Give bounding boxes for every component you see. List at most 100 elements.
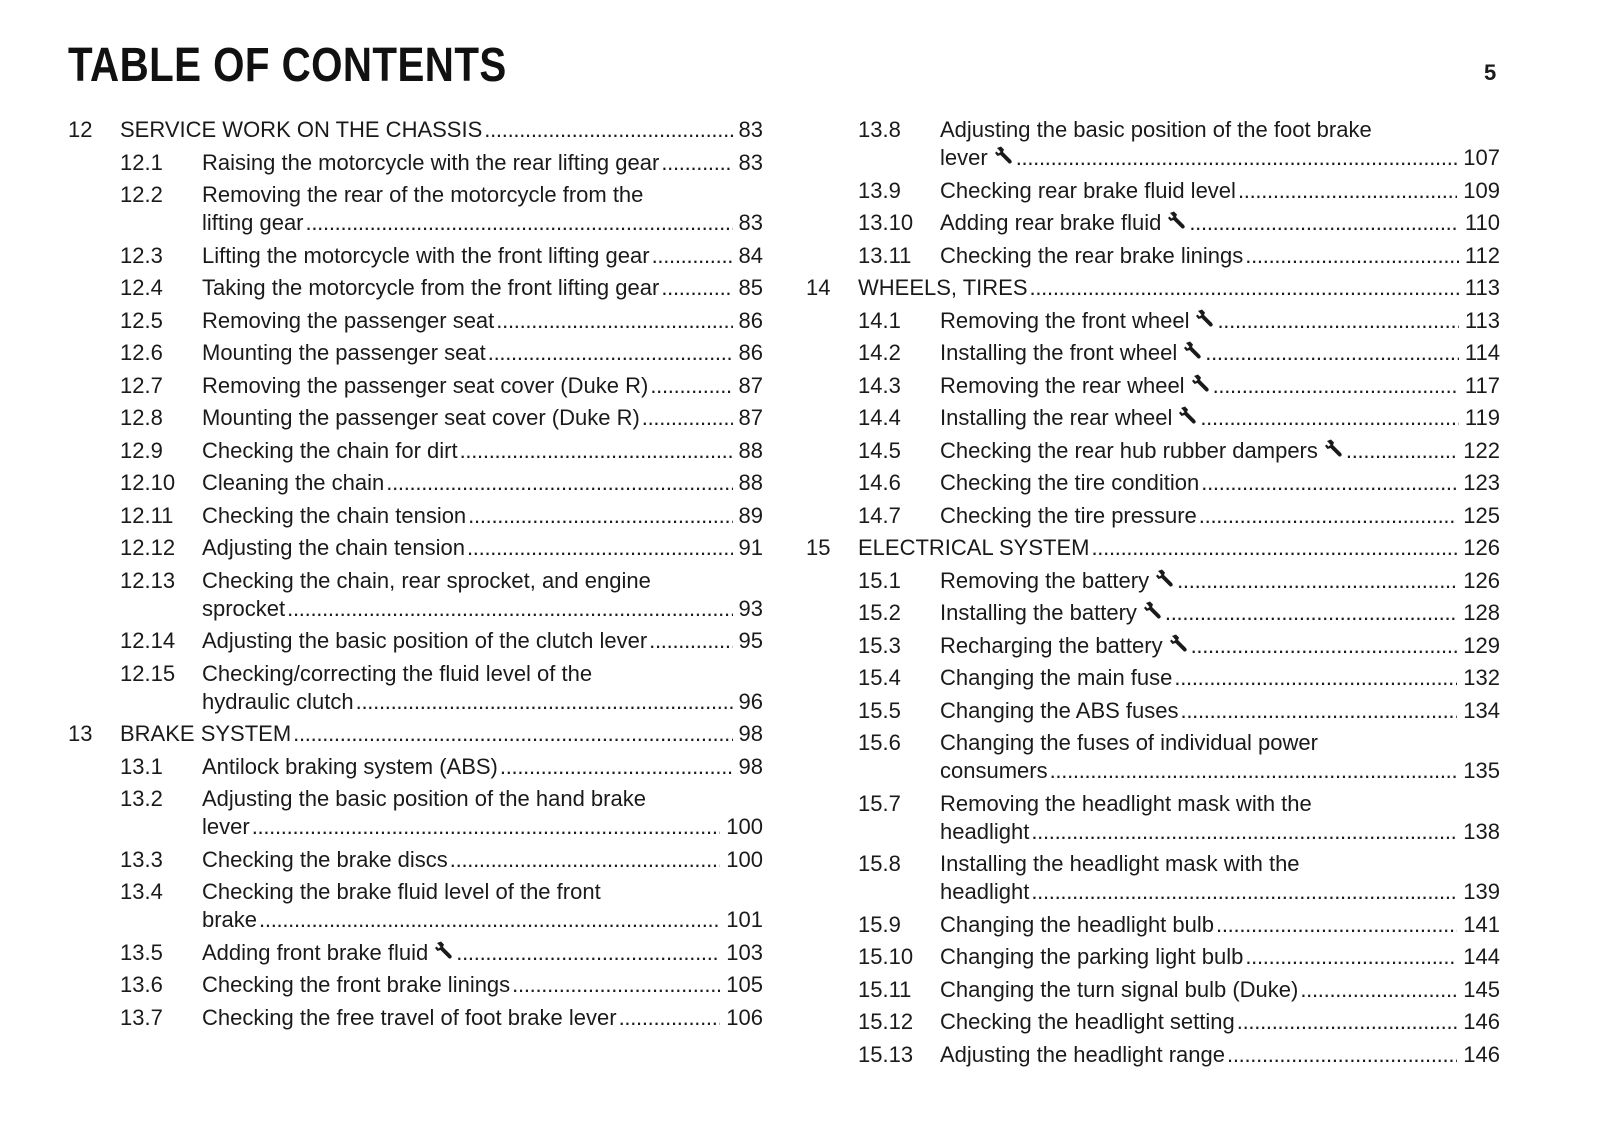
entry-title[interactable]: Recharging the battery <box>940 632 1163 658</box>
toc-entry[interactable]: 15.12 Checking the headlight setting 146 <box>806 1008 1500 1041</box>
entry-page[interactable]: 86 <box>738 340 763 365</box>
entry-title[interactable]: Checking the rear brake linings <box>940 242 1244 268</box>
entry-title[interactable]: Adjusting the basic position of the clut… <box>202 628 648 653</box>
entry-page[interactable]: 86 <box>738 307 763 333</box>
entry-page[interactable]: 103 <box>726 939 763 965</box>
entry-page[interactable]: 129 <box>1463 632 1500 658</box>
toc-entry[interactable]: 12.2 Removing the rear of the motorcycle … <box>68 181 763 242</box>
toc-chapter[interactable]: 12 SERVICE WORK ON THE CHASSIS 83 <box>68 116 763 149</box>
entry-title[interactable]: Removing the rear of the motorcycle from… <box>202 182 644 207</box>
entry-title[interactable]: Installing the headlight mask with the <box>940 851 1300 876</box>
entry-title[interactable]: Checking the tire condition <box>940 470 1200 495</box>
entry-title[interactable]: Checking the free travel of foot brake l… <box>202 1004 617 1030</box>
entry-page[interactable]: 88 <box>738 437 763 463</box>
entry-page[interactable]: 83 <box>738 117 763 142</box>
entry-title[interactable]: Removing the front wheel <box>940 307 1190 333</box>
entry-title[interactable]: hydraulic clutch <box>202 688 354 714</box>
entry-title[interactable]: Removing the rear wheel <box>940 372 1185 398</box>
toc-entry[interactable]: 13.3 Checking the brake discs 100 <box>68 846 763 879</box>
entry-page[interactable]: 85 <box>738 275 763 300</box>
entry-title[interactable]: BRAKE SYSTEM <box>120 721 292 746</box>
entry-page[interactable]: 146 <box>1463 1041 1500 1067</box>
entry-title[interactable]: Changing the ABS fuses <box>940 697 1179 723</box>
entry-title[interactable]: Raising the motorcycle with the rear lif… <box>202 149 660 175</box>
toc-entry[interactable]: 12.10 Cleaning the chain 88 <box>68 469 763 502</box>
entry-title[interactable]: Checking rear brake fluid level <box>940 177 1236 203</box>
toc-entry[interactable]: 12.9 Checking the chain for dirt 88 <box>68 437 763 470</box>
toc-entry[interactable]: 13.2 Adjusting the basic position of the … <box>68 785 763 846</box>
entry-page[interactable]: 98 <box>738 721 763 746</box>
entry-page[interactable]: 105 <box>726 972 763 997</box>
entry-title[interactable]: Checking the front brake linings <box>202 972 511 997</box>
entry-title[interactable]: lever <box>202 814 250 839</box>
toc-entry[interactable]: 15.13 Adjusting the headlight range 146 <box>806 1041 1500 1074</box>
entry-title[interactable]: ELECTRICAL SYSTEM <box>858 535 1090 560</box>
entry-page[interactable]: 110 <box>1464 210 1500 235</box>
entry-title[interactable]: brake <box>202 907 258 932</box>
toc-entry[interactable]: 13.1 Antilock braking system (ABS) 98 <box>68 753 763 786</box>
entry-page[interactable]: 88 <box>738 470 763 495</box>
entry-title[interactable]: Mounting the passenger seat <box>202 340 486 365</box>
toc-entry[interactable]: 13.5 Adding front brake fluid 103 <box>68 939 763 972</box>
entry-page[interactable]: 101 <box>726 907 763 932</box>
entry-page[interactable]: 113 <box>1464 275 1500 300</box>
toc-entry[interactable]: 13.10 Adding rear brake fluid 110 <box>806 209 1500 242</box>
entry-page[interactable]: 95 <box>738 628 763 653</box>
entry-title[interactable]: lever <box>940 145 988 170</box>
toc-entry[interactable]: 12.15 Checking/correcting the fluid level… <box>68 660 763 721</box>
entry-title[interactable]: Mounting the passenger seat cover (Duke … <box>202 405 640 430</box>
entry-title[interactable]: SERVICE WORK ON THE CHASSIS <box>120 117 483 142</box>
entry-page[interactable]: 128 <box>1463 600 1500 625</box>
toc-entry[interactable]: 12.6 Mounting the passenger seat 86 <box>68 339 763 372</box>
entry-title[interactable]: Removing the battery <box>940 567 1150 593</box>
toc-entry[interactable]: 15.4 Changing the main fuse 132 <box>806 664 1500 697</box>
entry-page[interactable]: 83 <box>738 149 763 175</box>
entry-page[interactable]: 135 <box>1463 758 1500 783</box>
entry-title[interactable]: Cleaning the chain <box>202 470 385 495</box>
toc-entry[interactable]: 14.3 Removing the rear wheel 117 <box>806 372 1500 405</box>
toc-entry[interactable]: 15.9 Changing the headlight bulb 141 <box>806 911 1500 944</box>
toc-entry[interactable]: 15.10 Changing the parking light bulb 144 <box>806 943 1500 976</box>
entry-title[interactable]: Checking the chain, rear sprocket, and e… <box>202 567 651 593</box>
toc-entry[interactable]: 14.1 Removing the front wheel 113 <box>806 307 1500 340</box>
entry-title[interactable]: lifting gear <box>202 210 304 235</box>
entry-page[interactable]: 93 <box>738 595 763 621</box>
entry-page[interactable]: 89 <box>738 502 763 528</box>
toc-entry[interactable]: 12.11 Checking the chain tension 89 <box>68 502 763 535</box>
entry-title[interactable]: sprocket <box>202 595 286 621</box>
toc-entry[interactable]: 15.1 Removing the battery 126 <box>806 567 1500 600</box>
entry-page[interactable]: 132 <box>1463 665 1500 690</box>
entry-title[interactable]: Adjusting the basic position of the foot… <box>940 117 1372 142</box>
toc-entry[interactable]: 12.13 Checking the chain, rear sprocket, … <box>68 567 763 628</box>
toc-entry[interactable]: 12.3 Lifting the motorcycle with the fron… <box>68 242 763 275</box>
entry-title[interactable]: Checking the tire pressure <box>940 502 1197 528</box>
toc-entry[interactable]: 14.4 Installing the rear wheel 119 <box>806 404 1500 437</box>
entry-title[interactable]: consumers <box>940 758 1048 783</box>
entry-page[interactable]: 125 <box>1463 502 1500 528</box>
toc-entry[interactable]: 13.8 Adjusting the basic position of the … <box>806 116 1500 177</box>
entry-title[interactable]: Changing the fuses of individual power <box>940 730 1318 755</box>
entry-title[interactable]: Changing the parking light bulb <box>940 944 1244 969</box>
entry-title[interactable]: Adjusting the headlight range <box>940 1041 1225 1067</box>
toc-chapter[interactable]: 15 ELECTRICAL SYSTEM 126 <box>806 534 1500 567</box>
entry-page[interactable]: 100 <box>726 814 763 839</box>
entry-page[interactable]: 96 <box>738 688 763 714</box>
toc-entry[interactable]: 15.5 Changing the ABS fuses 134 <box>806 697 1500 730</box>
entry-page[interactable]: 98 <box>738 753 763 779</box>
toc-entry[interactable]: 12.5 Removing the passenger seat 86 <box>68 307 763 340</box>
entry-page[interactable]: 112 <box>1464 242 1500 268</box>
entry-title[interactable]: Checking/correcting the fluid level of t… <box>202 660 593 686</box>
entry-title[interactable]: Installing the battery <box>940 600 1137 625</box>
entry-title[interactable]: WHEELS, TIRES <box>858 275 1028 300</box>
entry-title[interactable]: Changing the main fuse <box>940 665 1173 690</box>
entry-page[interactable]: 146 <box>1463 1009 1500 1034</box>
toc-entry[interactable]: 14.6 Checking the tire condition 123 <box>806 469 1500 502</box>
entry-title[interactable]: Changing the turn signal bulb (Duke) <box>940 976 1299 1002</box>
entry-page[interactable]: 144 <box>1463 944 1500 969</box>
entry-page[interactable]: 138 <box>1463 818 1500 844</box>
entry-title[interactable]: headlight <box>940 879 1030 904</box>
entry-title[interactable]: Checking the chain tension <box>202 502 467 528</box>
toc-entry[interactable]: 13.6 Checking the front brake linings 105 <box>68 971 763 1004</box>
toc-entry[interactable]: 12.12 Adjusting the chain tension 91 <box>68 534 763 567</box>
entry-title[interactable]: Checking the rear hub rubber dampers <box>940 437 1318 463</box>
